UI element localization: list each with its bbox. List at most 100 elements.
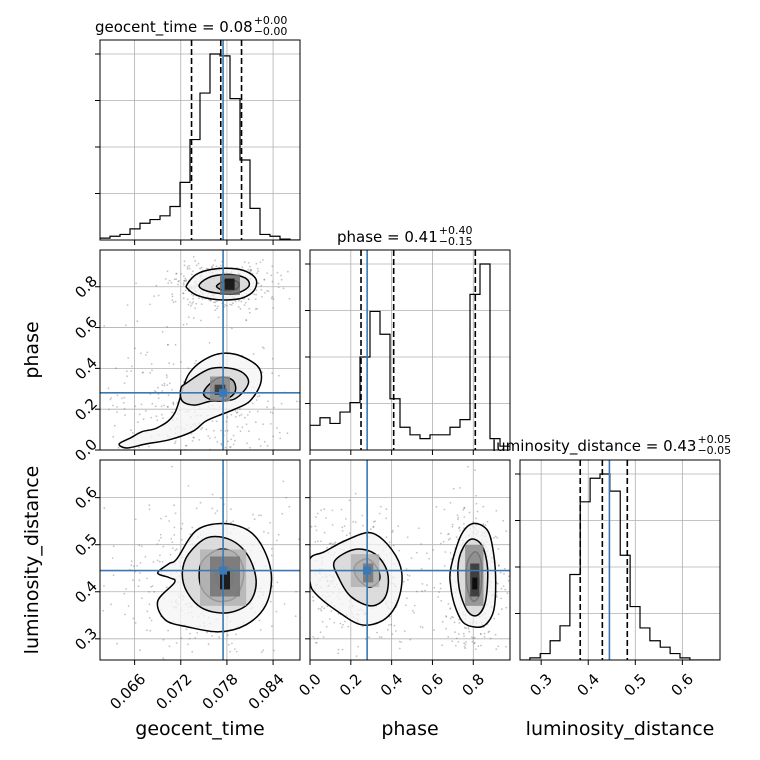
scatter-point [182,292,184,295]
scatter-point [493,536,495,539]
scatter-point [149,486,151,488]
tick-label-x: 0.066 [106,670,149,713]
scatter-point [362,524,364,527]
scatter-point [194,307,197,310]
scatter-point [240,413,243,416]
scatter-point [123,396,126,399]
scatter-point [474,469,476,471]
scatter-point [174,300,177,303]
scatter-point [256,395,259,398]
scatter-point [449,607,452,609]
scatter-point [471,640,474,643]
scatter-point [496,537,499,539]
scatter-point [130,560,133,563]
scatter-point [459,529,461,532]
scatter-point [501,608,503,611]
scatter-point [364,663,366,665]
scatter-point [262,258,264,261]
scatter-point [354,521,357,524]
scatter-point [173,504,175,507]
scatter-point [296,400,298,403]
scatter-point [331,524,334,526]
scatter-point [269,521,271,524]
scatter-point [112,545,115,547]
scatter-point [142,371,145,374]
scatter-point [441,620,444,623]
scatter-point [163,382,166,385]
scatter-point [149,303,151,306]
scatter-point [277,533,280,536]
scatter-point [463,516,466,518]
scatter-point [398,549,401,552]
scatter-point [168,645,171,648]
scatter-point [473,641,476,644]
scatter-point [503,572,505,575]
scatter-point [453,621,456,624]
scatter-point [136,565,139,567]
scatter-point [248,311,251,314]
scatter-point [192,270,194,273]
scatter-point [260,514,262,517]
scatter-point [340,508,343,511]
scatter-point [368,636,370,639]
scatter-point [238,414,241,417]
scatter-point [227,634,229,637]
scatter-point [189,533,192,535]
title-geocent_time-plus: +0.00 [254,14,288,27]
scatter-point [374,520,377,523]
scatter-point [514,570,516,572]
scatter-point [407,579,409,581]
scatter-point [124,414,126,416]
scatter-point [307,568,309,570]
scatter-point [480,633,482,635]
scatter-point [278,374,280,377]
scatter-point [286,469,288,471]
scatter-point [273,406,275,409]
scatter-point [240,474,242,476]
scatter-point [339,622,342,625]
scatter-point [171,541,174,543]
scatter-point [140,352,142,355]
scatter-point [271,265,274,268]
scatter-point [500,597,502,600]
scatter-point [333,369,335,371]
scatter-point [95,457,97,459]
scatter-point [126,304,129,306]
scatter-point [443,565,446,567]
title-phase-minus: −0.15 [439,235,473,248]
scatter-point [270,274,273,277]
scatter-point [116,394,119,397]
scatter-point [96,535,98,537]
scatter-point [141,462,143,464]
scatter-point [282,480,285,483]
scatter-point [409,638,412,641]
scatter-point [494,535,497,538]
scatter-point [256,410,259,413]
scatter-point [175,272,178,275]
scatter-point [451,525,454,528]
scatter-point [502,585,505,587]
scatter-point [143,466,145,468]
scatter-point [331,509,334,512]
scatter-point [185,279,188,281]
scatter-point [224,303,227,306]
scatter-point [182,283,185,286]
scatter-point [158,560,161,563]
scatter-point [214,512,217,515]
scatter-point [166,326,169,328]
scatter-point [245,423,248,426]
scatter-point [264,292,266,294]
scatter-point [217,316,220,319]
scatter-point [140,403,143,406]
panel-frame [309,459,511,661]
scatter-point [415,590,418,593]
tick-label-x: 0.8 [458,670,488,700]
scatter-point [191,440,194,442]
scatter-point [337,648,340,651]
scatter-point [257,282,260,284]
scatter-point [507,579,510,582]
scatter-point [280,402,283,405]
scatter-point [267,532,270,534]
scatter-point [257,270,260,272]
scatter-point [183,260,186,263]
